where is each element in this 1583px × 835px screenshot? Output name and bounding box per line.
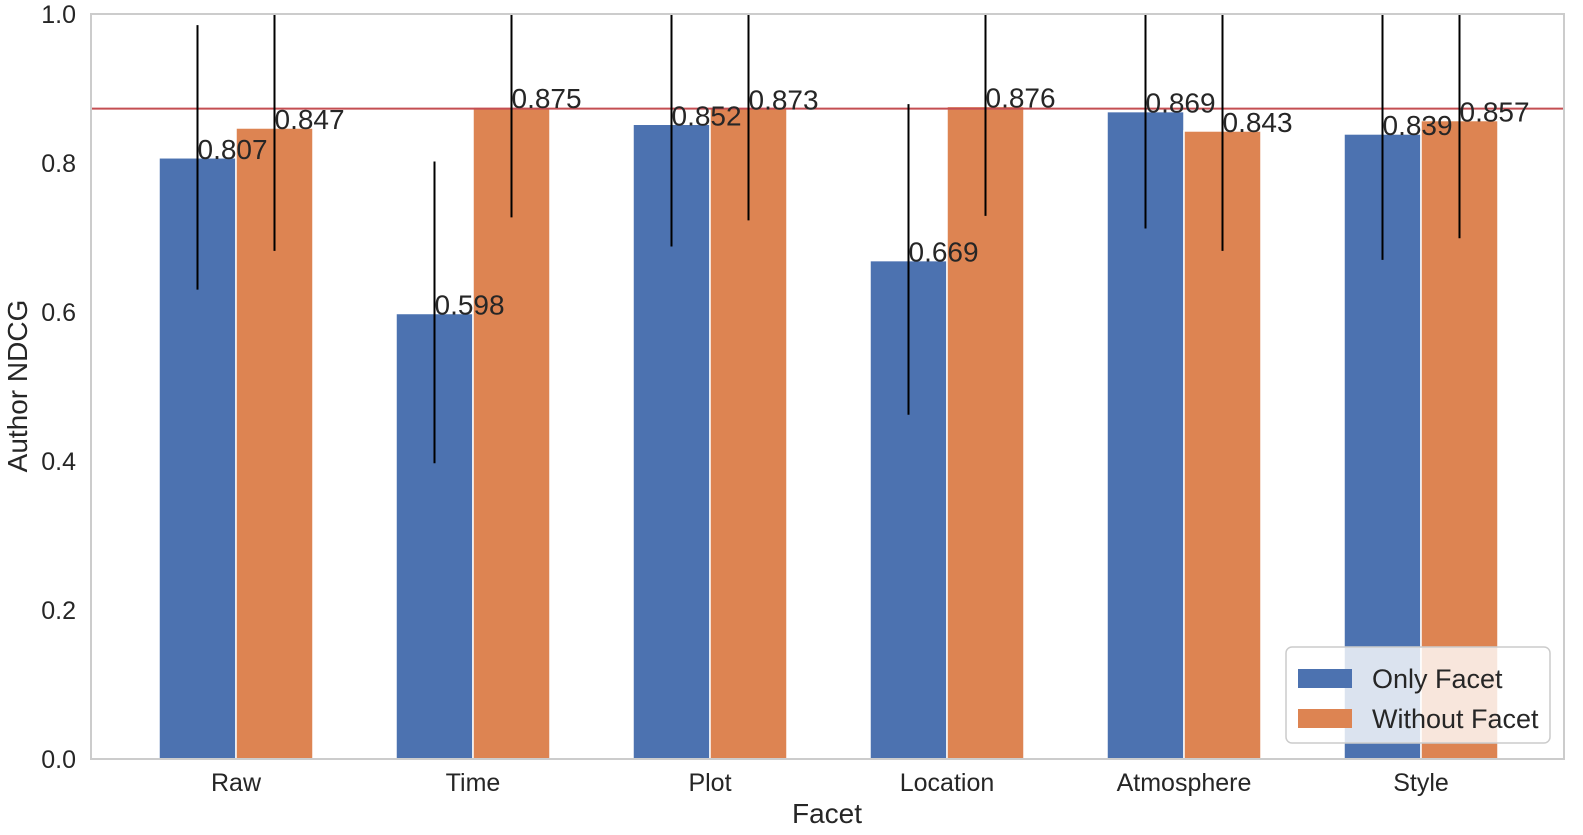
- x-tick-label-atmosphere: Atmosphere: [1117, 769, 1252, 797]
- legend-swatch-only-facet: [1298, 669, 1352, 688]
- value-label-only-facet-raw: 0.807: [198, 134, 268, 165]
- value-label-without-facet-style: 0.857: [1460, 97, 1530, 128]
- value-label-without-facet-plot: 0.873: [749, 85, 819, 116]
- value-label-without-facet-raw: 0.847: [275, 104, 345, 135]
- value-label-only-facet-location: 0.669: [909, 237, 979, 268]
- x-tick-label-plot: Plot: [688, 769, 731, 797]
- x-axis-ticks: Raw Time Plot Location Atmosphere Style: [211, 769, 1449, 797]
- value-label-only-facet-style: 0.839: [1383, 110, 1453, 141]
- y-tick-label: 0.6: [41, 299, 76, 327]
- legend-label-only-facet: Only Facet: [1372, 664, 1503, 694]
- y-axis-ticks: 0.0 0.2 0.4 0.6 0.8 1.0: [41, 1, 76, 774]
- y-tick-label: 0.0: [41, 746, 76, 774]
- y-axis-label: Author NDCG: [2, 300, 33, 473]
- value-label-without-facet-atmosphere: 0.843: [1223, 107, 1293, 138]
- value-label-without-facet-time: 0.875: [512, 83, 582, 114]
- x-tick-label-raw: Raw: [211, 769, 262, 797]
- value-label-without-facet-location: 0.876: [986, 82, 1056, 113]
- legend-swatch-without-facet: [1298, 709, 1352, 728]
- value-label-only-facet-atmosphere: 0.869: [1146, 88, 1216, 119]
- x-tick-label-location: Location: [900, 769, 995, 797]
- y-tick-label: 0.8: [41, 150, 76, 178]
- x-tick-label-time: Time: [446, 769, 501, 797]
- legend-label-without-facet: Without Facet: [1372, 704, 1539, 734]
- value-labels: 0.807 0.598 0.852 0.669 0.869 0.839 0.847 0.875…: [198, 82, 1530, 320]
- y-tick-label: 1.0: [41, 1, 76, 29]
- plot-frame: [90, 13, 1565, 760]
- y-tick-label: 0.4: [41, 448, 76, 476]
- value-label-only-facet-plot: 0.852: [672, 100, 742, 131]
- x-tick-label-style: Style: [1393, 769, 1449, 797]
- value-label-only-facet-time: 0.598: [435, 289, 505, 320]
- y-tick-label: 0.2: [41, 597, 76, 625]
- legend: Only Facet Without Facet: [1285, 646, 1551, 744]
- x-axis-label: Facet: [792, 798, 862, 829]
- error-bars: [196, 14, 1461, 464]
